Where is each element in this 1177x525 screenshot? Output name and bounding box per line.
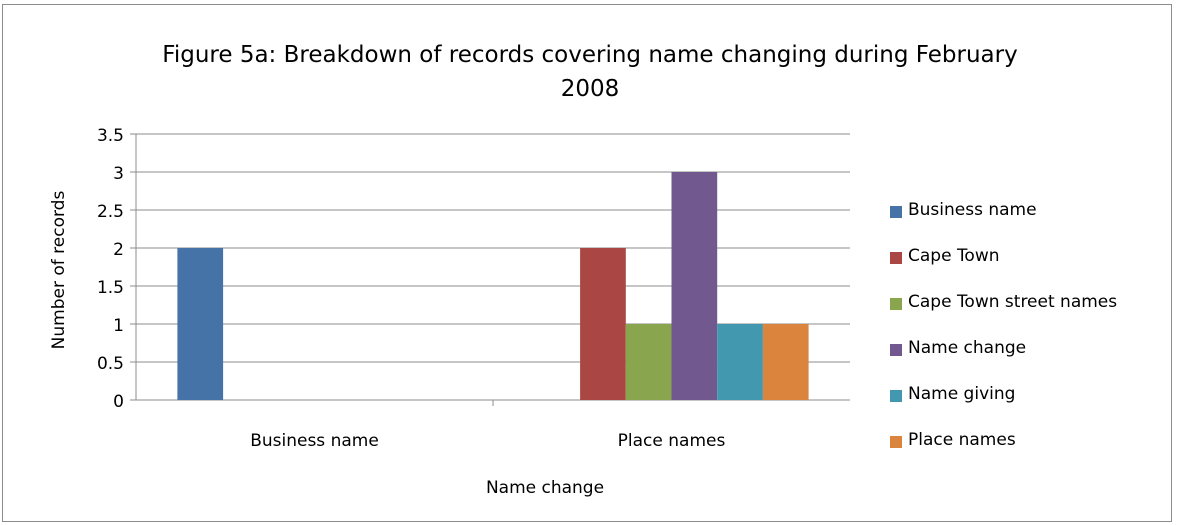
y-tick-label: 2 <box>113 240 124 260</box>
legend-label: Place names <box>908 430 1016 450</box>
y-tick-label: 1 <box>113 316 124 336</box>
bar-cape-town <box>580 248 626 400</box>
bar-business-name <box>177 248 224 400</box>
legend-swatch <box>890 252 902 264</box>
legend-label: Cape Town <box>908 246 1000 266</box>
x-axis-label: Name change <box>485 478 605 498</box>
legend-swatch <box>890 436 902 448</box>
y-tick-label: 3 <box>113 164 124 184</box>
legend-label: Name change <box>908 338 1027 358</box>
chart-title-line-2: 2008 <box>560 76 620 102</box>
x-tick-label: Place names <box>618 431 726 451</box>
legend-swatch <box>890 298 902 310</box>
bar-place-names <box>762 324 809 400</box>
legend-label: Cape Town street names <box>908 292 1118 312</box>
y-tick-label: 0 <box>113 392 124 412</box>
bar-name-change <box>671 172 718 400</box>
legend-label: Business name <box>908 200 1037 220</box>
chart-frame <box>2 4 1172 522</box>
chart-title-line-1: Figure 5a: Breakdown of records covering… <box>162 42 1018 68</box>
y-tick-label: 3.5 <box>97 126 124 146</box>
legend-label: Name giving <box>908 384 1016 404</box>
legend-swatch <box>890 390 902 402</box>
y-tick-label: 2.5 <box>97 202 124 222</box>
bar-cape-town-street-names <box>625 324 672 400</box>
bar-name-giving <box>717 324 763 400</box>
chart-title: Figure 5a: Breakdown of records covering… <box>80 38 1100 106</box>
legend-swatch <box>890 344 902 356</box>
legend-swatch <box>890 206 902 218</box>
y-tick-label: 0.5 <box>97 354 124 374</box>
y-tick-label: 1.5 <box>97 278 124 298</box>
x-tick-label: Business name <box>250 431 379 451</box>
